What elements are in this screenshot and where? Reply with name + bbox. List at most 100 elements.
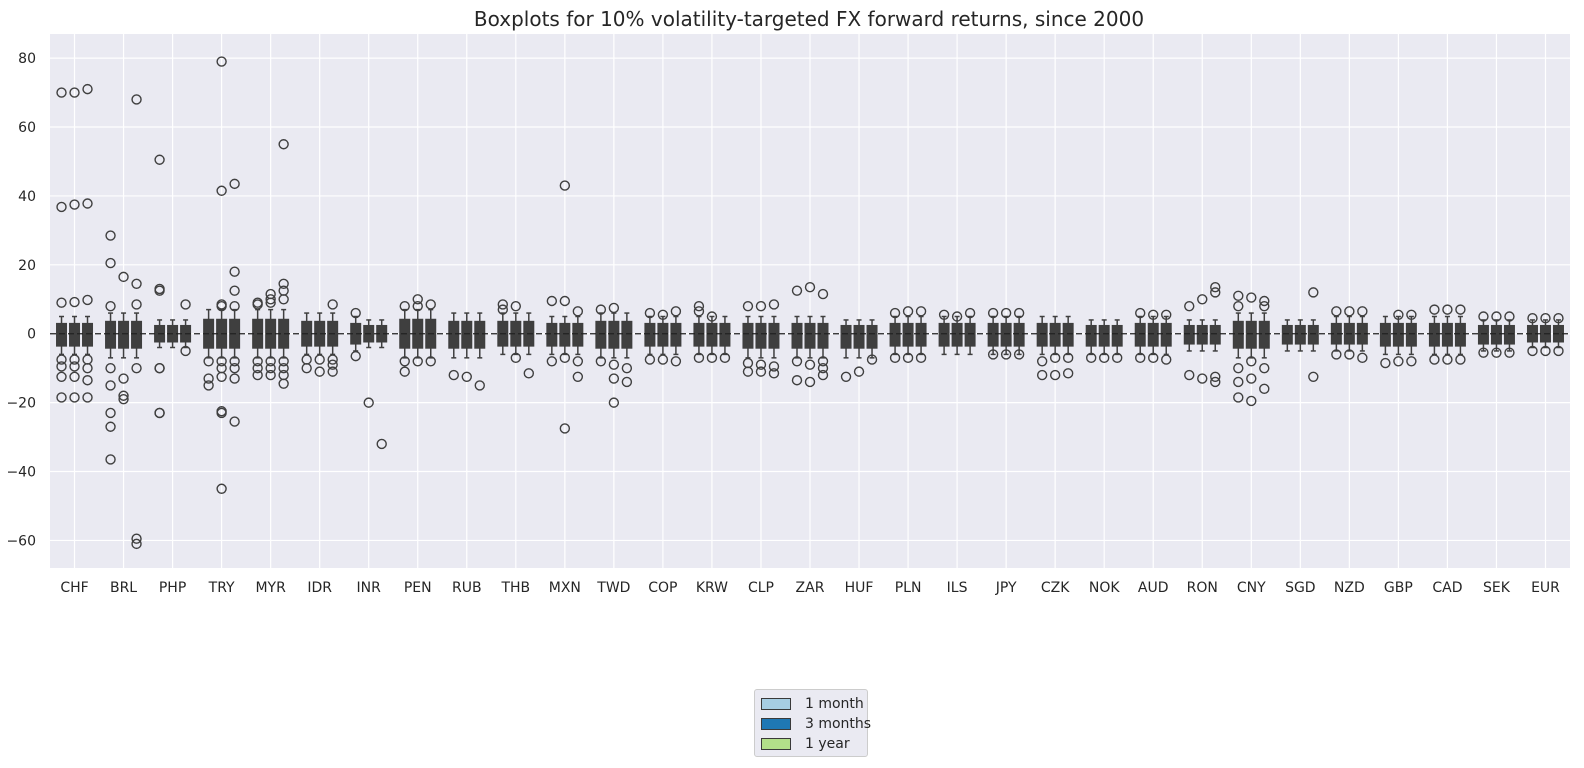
box-body [1454, 322, 1466, 347]
outlier-point [1233, 392, 1244, 403]
outlier-point [350, 350, 361, 362]
box-body [1062, 322, 1074, 347]
box-body [817, 322, 829, 349]
outlier-point [118, 373, 129, 384]
box-body [1490, 324, 1502, 345]
outlier-point [1540, 313, 1551, 324]
outlier-point [853, 366, 865, 377]
outlier-point [412, 300, 423, 312]
box-body [1232, 320, 1244, 349]
outlier-point [1000, 349, 1012, 360]
x-tick-label: MXN [549, 580, 581, 596]
outlier-point [252, 369, 263, 381]
outlier-point [1478, 347, 1489, 358]
outlier-point [1246, 373, 1257, 384]
x-tick-label: CZK [1041, 580, 1070, 596]
outlier-point [1000, 307, 1012, 319]
outlier-point [278, 362, 289, 374]
outlier-point [608, 373, 620, 384]
outlier-point [670, 356, 682, 367]
box-body [1503, 324, 1515, 345]
box-body [1405, 322, 1417, 347]
outlier-point [1013, 349, 1025, 360]
outlier-point [278, 139, 289, 150]
outlier-point [987, 349, 999, 360]
outlier-point [82, 198, 93, 209]
outlier-point [791, 285, 803, 296]
outlier-point [1111, 352, 1123, 364]
outlier-point [866, 354, 878, 365]
outlier-point [546, 295, 558, 307]
outlier-point [399, 366, 410, 377]
y-tick-label: −40 [6, 465, 36, 481]
outlier-point [118, 393, 129, 405]
outlier-point [69, 371, 80, 382]
outlier-point [131, 362, 142, 374]
outlier-point [105, 257, 116, 269]
legend: 1 month 3 months 1 year [754, 689, 871, 757]
box-body [791, 322, 803, 349]
outlier-point [229, 416, 240, 427]
x-tick-label: THB [500, 580, 530, 596]
box-body [1013, 322, 1025, 347]
box-body [608, 320, 620, 349]
outlier-point [706, 352, 718, 364]
outlier-point [546, 356, 558, 367]
box-body [1209, 324, 1221, 345]
outlier-point [1062, 352, 1074, 364]
legend-swatch [761, 738, 791, 750]
box-body [461, 320, 473, 349]
x-tick-label: SEK [1483, 580, 1511, 596]
box-body [951, 322, 963, 347]
outlier-point [1210, 376, 1221, 388]
x-axis: CHF BRL PHP TRY MYR IDR INR PEN RUB THB MXN TWD COP K… [60, 580, 1560, 596]
outlier-point [1308, 371, 1319, 382]
outlier-point [1013, 307, 1025, 319]
y-tick-label: 80 [18, 51, 36, 67]
box-body [118, 320, 130, 349]
outlier-point [265, 369, 276, 381]
outlier-point [105, 362, 116, 374]
y-tick-label: 60 [18, 120, 36, 136]
outlier-point [1210, 282, 1221, 293]
x-tick-label: RON [1187, 580, 1218, 596]
outlier-point [523, 368, 535, 379]
outlier-point [363, 397, 374, 408]
box-body [1441, 322, 1453, 347]
outlier-point [1553, 313, 1564, 324]
box-body [719, 322, 731, 347]
outlier-point [350, 307, 361, 319]
outlier-point [1393, 309, 1404, 320]
outlier-point [1036, 356, 1048, 367]
outlier-point [1491, 311, 1502, 322]
outlier-point [755, 300, 767, 312]
legend-label: 1 month [805, 696, 864, 712]
outlier-point [1148, 309, 1159, 320]
y-tick-label: −20 [6, 396, 36, 412]
box-body [546, 322, 558, 347]
outlier-point [987, 307, 999, 319]
outlier-point [1357, 306, 1368, 317]
outlier-point [572, 371, 584, 382]
outlier-point [69, 199, 80, 210]
x-tick-label: TWD [596, 580, 630, 596]
outlier-point [154, 362, 165, 374]
outlier-point [1233, 300, 1244, 312]
outlier-point [1308, 287, 1319, 298]
box-body [915, 322, 927, 347]
x-tick-label: HUF [845, 580, 874, 596]
outlier-point [425, 299, 436, 310]
outlier-point [938, 309, 950, 320]
outlier-point [1259, 300, 1270, 312]
outlier-point [1406, 309, 1417, 320]
outlier-point [840, 371, 852, 382]
box-body [559, 322, 571, 347]
outlier-point [1331, 306, 1342, 317]
outlier-point [229, 300, 240, 312]
box-body [1294, 324, 1306, 345]
box-body [1111, 324, 1123, 347]
outlier-point [1442, 354, 1453, 365]
outlier-point [180, 299, 191, 310]
outlier-point [1455, 304, 1466, 315]
outlier-point [105, 380, 116, 391]
